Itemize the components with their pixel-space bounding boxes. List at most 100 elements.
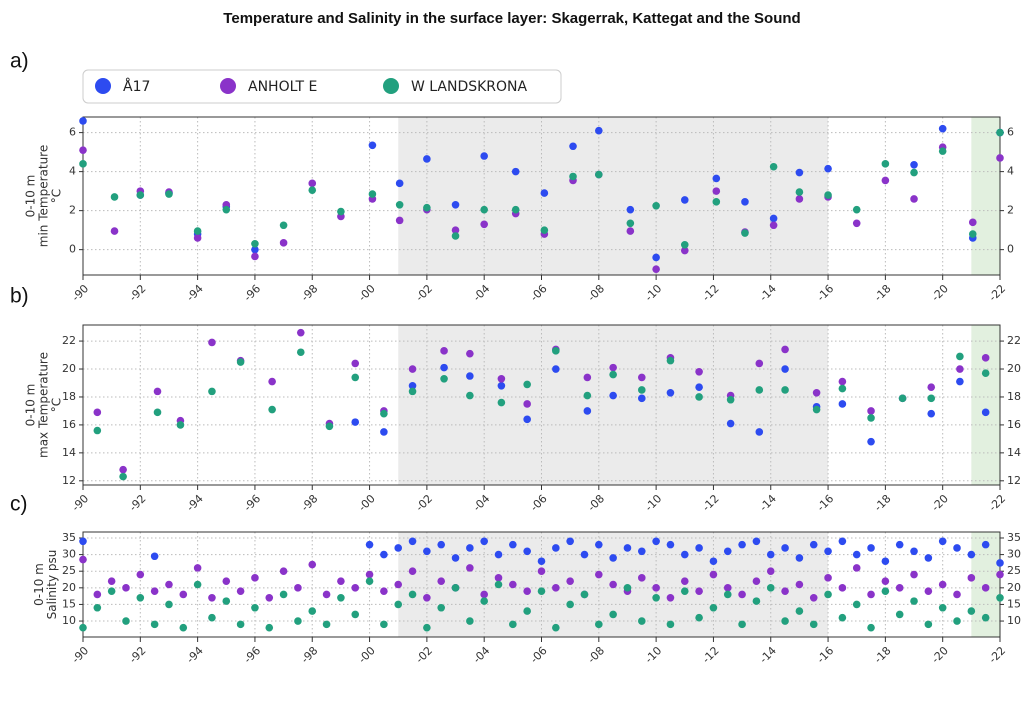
y-axis-label: °C: [50, 398, 64, 412]
data-point: [511, 205, 520, 214]
data-point: [451, 232, 460, 240]
data-point: [208, 338, 216, 347]
panel-label: a): [10, 50, 29, 73]
data-point: [895, 584, 904, 592]
data-point: [867, 437, 875, 446]
data-point: [395, 179, 404, 188]
data-point: [552, 623, 560, 632]
data-point: [852, 219, 861, 228]
data-point: [852, 205, 861, 214]
y-tick-label: 6: [69, 126, 76, 139]
y-tick-label-right: 15: [1007, 597, 1021, 610]
data-point: [769, 221, 778, 230]
data-point: [666, 593, 675, 602]
data-point: [781, 386, 789, 394]
data-point: [380, 409, 388, 418]
data-point: [895, 540, 904, 549]
data-point: [766, 567, 775, 576]
data-point: [451, 200, 460, 209]
data-point: [480, 152, 488, 160]
data-point: [967, 574, 976, 582]
data-point: [351, 610, 360, 619]
y-tick-label: 18: [62, 390, 76, 403]
data-point: [637, 373, 646, 382]
data-point: [652, 201, 660, 210]
data-point: [93, 426, 102, 435]
data-point: [755, 428, 764, 436]
x-tick-label: -96: [241, 644, 263, 666]
x-tick-label: -06: [528, 492, 550, 514]
x-tick-label: -18: [872, 492, 894, 514]
data-point: [838, 400, 847, 408]
x-tick-label: -20: [929, 492, 951, 514]
data-point: [981, 540, 990, 549]
data-point: [251, 574, 259, 582]
legend-marker: [383, 78, 399, 94]
data-point: [981, 584, 990, 592]
x-tick-label: -02: [413, 644, 435, 666]
x-tick-label: -22: [986, 492, 1008, 514]
data-point: [110, 227, 119, 235]
data-point: [595, 540, 603, 549]
data-point: [680, 196, 689, 204]
data-point: [165, 190, 173, 198]
data-point: [136, 191, 145, 199]
data-point: [927, 409, 936, 418]
y-tick-label-right: 20: [1007, 362, 1021, 375]
data-point: [268, 377, 276, 386]
y-tick-label-right: 25: [1007, 564, 1021, 577]
x-tick-label: -98: [299, 492, 321, 514]
data-point: [795, 607, 804, 615]
y-tick-label: 25: [62, 564, 76, 577]
data-point: [79, 117, 87, 125]
data-point: [981, 613, 990, 622]
data-point: [695, 613, 703, 622]
data-point: [726, 419, 735, 428]
data-point: [523, 380, 531, 389]
data-point: [652, 537, 660, 546]
data-point: [938, 537, 947, 546]
data-point: [408, 387, 417, 396]
data-point: [107, 587, 116, 595]
x-tick-label: -92: [127, 644, 149, 666]
x-tick-label: -14: [757, 282, 779, 304]
data-point: [208, 593, 216, 602]
data-point: [953, 617, 961, 625]
x-tick-label: -92: [127, 492, 149, 514]
data-point: [666, 540, 675, 549]
data-point: [595, 620, 603, 629]
y-tick-label-right: 22: [1007, 334, 1021, 347]
data-point: [466, 391, 474, 400]
data-point: [752, 577, 761, 585]
y-tick-label: 12: [62, 474, 76, 487]
data-point: [910, 570, 918, 579]
data-point: [824, 590, 832, 599]
x-tick-label: -00: [356, 492, 378, 514]
data-point: [408, 365, 417, 373]
data-point: [552, 347, 560, 355]
data-point: [236, 620, 245, 629]
data-point: [268, 405, 276, 414]
data-point: [927, 383, 936, 391]
y-tick-label: 0: [69, 243, 76, 256]
data-point: [480, 537, 488, 546]
data-point: [337, 207, 345, 216]
data-point: [769, 162, 778, 171]
data-point: [623, 544, 632, 552]
data-point: [423, 155, 431, 163]
x-tick-label: -12: [700, 644, 722, 666]
y-tick-label-right: 10: [1007, 614, 1021, 627]
data-point: [150, 587, 159, 595]
data-point: [967, 607, 976, 615]
data-point: [79, 146, 87, 154]
data-point: [626, 227, 635, 235]
data-point: [680, 550, 689, 559]
data-point: [93, 603, 102, 612]
data-point: [119, 465, 127, 474]
data-point: [296, 328, 305, 337]
data-point: [153, 408, 162, 417]
data-point: [365, 540, 374, 549]
data-point: [251, 252, 259, 261]
data-point: [193, 234, 202, 242]
data-point: [583, 407, 592, 415]
